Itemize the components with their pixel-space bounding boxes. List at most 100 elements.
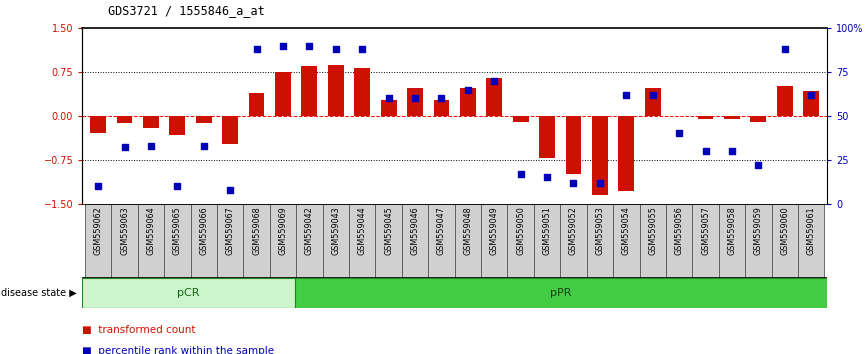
Bar: [560, 204, 586, 278]
Text: GSM559058: GSM559058: [727, 206, 736, 255]
Point: [725, 148, 739, 154]
Point: [435, 96, 449, 101]
Bar: [275, 72, 291, 116]
Bar: [381, 99, 397, 116]
Point: [514, 171, 527, 177]
Point: [408, 96, 422, 101]
Text: GSM559062: GSM559062: [94, 206, 102, 255]
Bar: [295, 278, 827, 308]
Point: [461, 87, 475, 92]
Text: GSM559047: GSM559047: [437, 206, 446, 255]
Bar: [223, 116, 238, 144]
Point: [752, 162, 766, 168]
Bar: [586, 204, 613, 278]
Text: GSM559043: GSM559043: [332, 206, 340, 255]
Text: GSM559069: GSM559069: [279, 206, 288, 255]
Text: GSM559061: GSM559061: [807, 206, 816, 255]
Bar: [698, 116, 714, 119]
Text: GSM559055: GSM559055: [649, 206, 657, 255]
Text: GSM559056: GSM559056: [675, 206, 683, 255]
Text: ■  percentile rank within the sample: ■ percentile rank within the sample: [82, 346, 275, 354]
Point: [197, 143, 210, 149]
Point: [566, 180, 580, 185]
Point: [699, 148, 713, 154]
Bar: [460, 88, 475, 116]
Bar: [540, 116, 555, 158]
Bar: [270, 204, 296, 278]
Point: [488, 78, 501, 84]
Bar: [249, 93, 264, 116]
Bar: [645, 88, 661, 116]
Bar: [613, 204, 639, 278]
Bar: [402, 204, 429, 278]
Bar: [243, 204, 270, 278]
Bar: [804, 91, 819, 116]
Point: [276, 43, 290, 48]
Bar: [354, 68, 370, 116]
Point: [302, 43, 316, 48]
Bar: [301, 66, 317, 116]
Point: [171, 183, 184, 189]
Text: GSM559052: GSM559052: [569, 206, 578, 255]
Bar: [82, 278, 295, 308]
Text: GSM559064: GSM559064: [146, 206, 155, 255]
Bar: [217, 204, 243, 278]
Point: [805, 92, 818, 98]
Bar: [112, 204, 138, 278]
Point: [540, 175, 554, 180]
Bar: [191, 204, 217, 278]
Bar: [323, 204, 349, 278]
Bar: [507, 204, 533, 278]
Text: GSM559065: GSM559065: [173, 206, 182, 255]
Point: [118, 145, 132, 150]
Point: [355, 46, 369, 52]
Text: disease state ▶: disease state ▶: [1, 288, 76, 298]
Point: [144, 143, 158, 149]
Text: GSM559049: GSM559049: [490, 206, 499, 255]
Point: [646, 92, 660, 98]
Text: pPR: pPR: [550, 288, 572, 298]
Bar: [772, 204, 798, 278]
Point: [249, 46, 263, 52]
Bar: [196, 116, 211, 123]
Point: [593, 180, 607, 185]
Point: [778, 46, 792, 52]
Text: GSM559042: GSM559042: [305, 206, 313, 255]
Bar: [565, 116, 581, 175]
Bar: [455, 204, 481, 278]
Bar: [592, 116, 608, 195]
Bar: [777, 86, 792, 116]
Text: GSM559068: GSM559068: [252, 206, 261, 255]
Text: GSM559059: GSM559059: [754, 206, 763, 255]
Bar: [328, 64, 344, 116]
Point: [223, 187, 237, 192]
Bar: [719, 204, 745, 278]
Text: pCR: pCR: [178, 288, 200, 298]
Bar: [724, 116, 740, 119]
Text: GSM559060: GSM559060: [780, 206, 789, 255]
Bar: [487, 78, 502, 116]
Bar: [798, 204, 824, 278]
Text: GSM559050: GSM559050: [516, 206, 525, 255]
Bar: [481, 204, 507, 278]
Bar: [533, 204, 560, 278]
Text: GSM559051: GSM559051: [543, 206, 552, 255]
Bar: [170, 116, 185, 135]
Text: GSM559067: GSM559067: [226, 206, 235, 255]
Bar: [513, 116, 528, 122]
Text: ■  transformed count: ■ transformed count: [82, 325, 196, 335]
Bar: [349, 204, 376, 278]
Bar: [751, 116, 766, 122]
Bar: [143, 116, 158, 128]
Bar: [407, 88, 423, 116]
Bar: [376, 204, 402, 278]
Text: GSM559046: GSM559046: [410, 206, 419, 255]
Point: [619, 92, 633, 98]
Point: [91, 183, 105, 189]
Text: GSM559054: GSM559054: [622, 206, 630, 255]
Bar: [618, 116, 634, 191]
Bar: [90, 116, 106, 133]
Bar: [117, 116, 132, 123]
Bar: [745, 204, 772, 278]
Text: GSM559066: GSM559066: [199, 206, 208, 255]
